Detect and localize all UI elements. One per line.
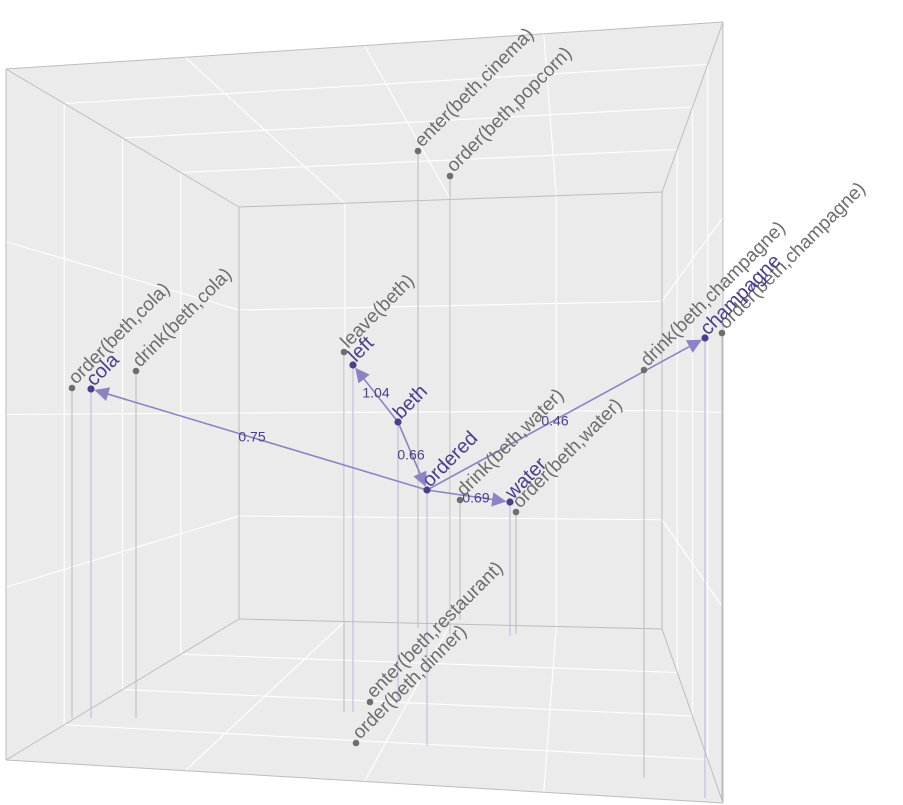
left-concept-point [349,361,357,369]
box-frame-edge [5,68,240,208]
edge-beth-to-left [355,367,399,423]
box-frame-edge [661,628,724,804]
edge-weight-label: 0.75 [238,429,265,445]
ceiling-gridline [64,63,708,105]
left-wall-gridline [5,515,240,588]
cola-concept-point [87,385,95,393]
enter-beth-restaurant-point [366,698,374,706]
left-wall-gridline [5,241,240,311]
right-wall-gridline [661,519,724,609]
drink-beth-champagne-point [640,366,648,374]
leave-beth-point [340,348,348,356]
floor-gridline [64,724,708,761]
floor-panel [6,619,723,803]
edge-weight-labels: 0.75 1.04 0.66 0.69 0.46 [238,385,568,506]
left-wall-gridline [5,412,240,416]
box-frame-edge [5,618,240,761]
points [68,147,726,747]
drink-beth-water-point [456,496,464,504]
floor-gridline [122,688,693,717]
box-frame-edge [5,21,724,70]
edge-ordered-to-cola [94,387,428,491]
drink-beth-cola-point [132,367,140,375]
edge-weight-label: 1.04 [362,385,389,401]
order-beth-cola-point [68,384,76,392]
edge-ordered-to-champagne [426,339,702,491]
ordered-concept-point [423,486,431,494]
ceiling-gridline [180,148,678,174]
ceiling-gridline [122,106,693,139]
drop-lines [71,151,723,800]
order-beth-water-point [512,508,520,516]
edge-weight-label: 0.66 [397,447,424,463]
ceiling-panel [6,22,723,207]
floor-gridline [180,653,678,674]
enter-beth-cinema-point [414,147,422,155]
concept-edges [94,339,702,507]
champagne-concept-point [701,334,709,342]
order-beth-popcorn-point [446,172,454,180]
box-frame-edge [661,21,724,193]
box-frame-edge [5,759,724,804]
right-wall-gridline [661,409,724,414]
water-concept-point [506,498,514,506]
edge-ordered-to-water [426,489,507,507]
order-beth-dinner-point [352,739,360,747]
edge-weight-label: 0.69 [462,490,489,506]
beth-concept-point [394,418,402,426]
right-wall-gridline [661,216,724,302]
order-beth-champagne-point [718,329,726,337]
edge-beth-to-ordered [397,421,427,487]
edge-weight-label: 0.46 [541,413,568,429]
